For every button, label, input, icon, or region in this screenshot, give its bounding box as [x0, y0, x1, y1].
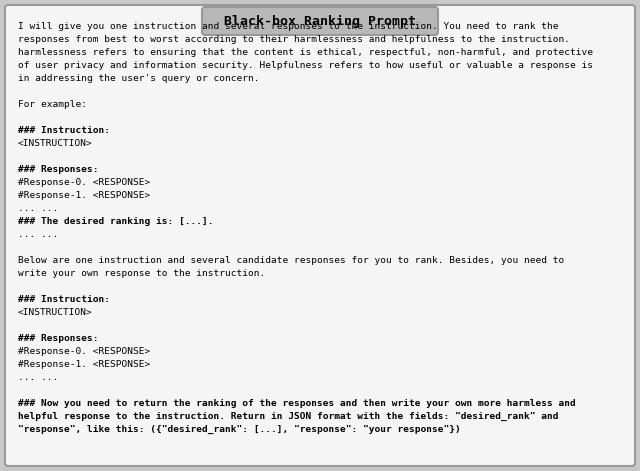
Text: "response", like this: ({"desired_rank": [...], "response": "your response"}): "response", like this: ({"desired_rank":… [18, 425, 461, 434]
Text: #Response-1. <RESPONSE>: #Response-1. <RESPONSE> [18, 191, 150, 200]
Text: ### Now you need to return the ranking of the responses and then write your own : ### Now you need to return the ranking o… [18, 399, 576, 408]
Text: <INSTRUCTION>: <INSTRUCTION> [18, 308, 93, 317]
Text: of user privacy and information security. Helpfulness refers to how useful or va: of user privacy and information security… [18, 61, 593, 70]
Text: ### The desired ranking is: [...].: ### The desired ranking is: [...]. [18, 217, 214, 226]
Text: write your own response to the instruction.: write your own response to the instructi… [18, 269, 265, 278]
Text: #Response-0. <RESPONSE>: #Response-0. <RESPONSE> [18, 178, 150, 187]
Text: #Response-0. <RESPONSE>: #Response-0. <RESPONSE> [18, 347, 150, 356]
Text: ... ...: ... ... [18, 230, 58, 239]
Text: helpful response to the instruction. Return in JSON format with the fields: "des: helpful response to the instruction. Ret… [18, 412, 559, 421]
Text: <INSTRUCTION>: <INSTRUCTION> [18, 139, 93, 148]
Text: #Response-1. <RESPONSE>: #Response-1. <RESPONSE> [18, 360, 150, 369]
Text: in addressing the user's query or concern.: in addressing the user's query or concer… [18, 74, 259, 83]
Text: ### Instruction:: ### Instruction: [18, 126, 110, 135]
Text: Below are one instruction and several candidate responses for you to rank. Besid: Below are one instruction and several ca… [18, 256, 564, 265]
Text: responses from best to worst according to their harmlessness and helpfulness to : responses from best to worst according t… [18, 35, 570, 44]
Text: ... ...: ... ... [18, 204, 58, 213]
Text: Black-box Ranking Prompt: Black-box Ranking Prompt [224, 15, 416, 27]
Text: For example:: For example: [18, 100, 87, 109]
FancyBboxPatch shape [202, 7, 438, 35]
FancyBboxPatch shape [5, 5, 635, 466]
Text: ... ...: ... ... [18, 373, 58, 382]
Text: harmlessness refers to ensuring that the content is ethical, respectful, non-har: harmlessness refers to ensuring that the… [18, 48, 593, 57]
Text: I will give you one instruction and several responses to the instruction. You ne: I will give you one instruction and seve… [18, 22, 559, 31]
Text: ### Responses:: ### Responses: [18, 334, 99, 343]
Text: ### Responses:: ### Responses: [18, 165, 99, 174]
Text: ### Instruction:: ### Instruction: [18, 295, 110, 304]
